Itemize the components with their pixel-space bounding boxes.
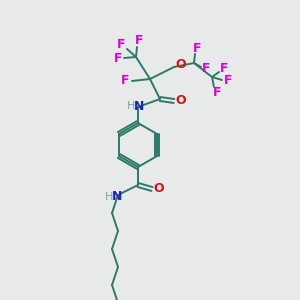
Text: F: F (224, 74, 232, 88)
Text: O: O (154, 182, 164, 196)
Text: F: F (117, 38, 125, 52)
Text: H: H (127, 101, 135, 111)
Text: N: N (112, 190, 122, 203)
Text: F: F (135, 34, 143, 47)
Text: F: F (114, 52, 122, 65)
Text: H: H (105, 192, 113, 202)
Text: O: O (176, 58, 186, 71)
Text: O: O (176, 94, 186, 107)
Text: F: F (121, 74, 129, 88)
Text: F: F (213, 86, 221, 100)
Text: F: F (202, 62, 210, 76)
Text: N: N (134, 100, 144, 112)
Text: F: F (193, 43, 201, 56)
Text: F: F (220, 62, 228, 76)
